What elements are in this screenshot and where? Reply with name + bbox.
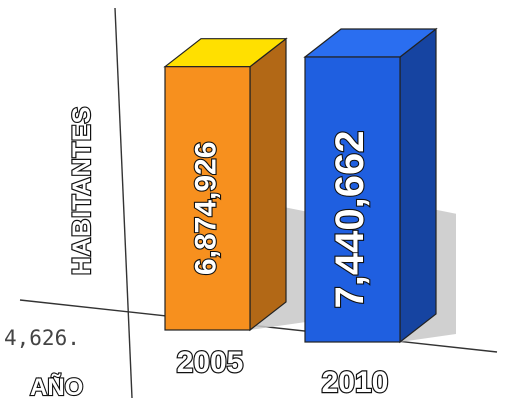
x-axis-label: AÑO <box>30 373 83 401</box>
bar <box>164 66 251 331</box>
x-tick-label: 2005 <box>177 346 244 379</box>
bar-value-label: 6,874,926 <box>189 142 222 275</box>
y-axis-line <box>114 7 133 399</box>
bar-value-label: 7,440,662 <box>328 131 372 309</box>
bar-side-face <box>399 27 437 344</box>
partial-value-label: 4,626. <box>4 326 80 350</box>
bar <box>304 56 401 343</box>
y-axis-label: HABITANTES <box>68 106 96 275</box>
x-tick-label: 2010 <box>322 366 389 399</box>
bar-side-face <box>249 37 287 332</box>
